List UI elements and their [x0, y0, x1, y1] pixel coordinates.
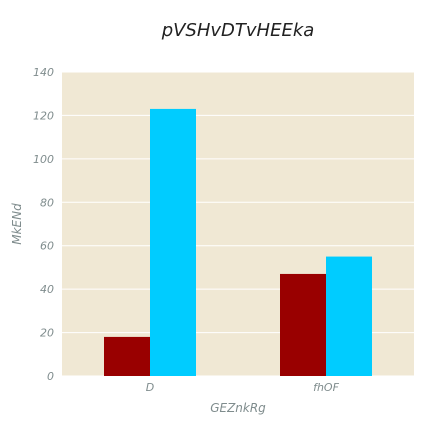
y-tick-label: 120	[33, 109, 54, 122]
bar-D-series-1	[104, 336, 150, 376]
x-axis-label: GEZnkRg	[210, 401, 266, 415]
y-tick-label: 0	[47, 370, 54, 383]
y-tick-label: 80	[40, 196, 54, 209]
y-tick-label: 140	[33, 66, 54, 79]
y-tick-label: 40	[40, 283, 54, 296]
bar-fhOF-series-2	[326, 256, 372, 376]
y-tick-label: 100	[33, 153, 54, 166]
bar-D-series-2	[150, 108, 196, 377]
chart-title: pVSHvDTvHEEka	[161, 20, 315, 41]
bar-fhOF-series-1	[280, 273, 326, 376]
y-tick-labels: 0 20 40 60 80 100 120 140	[33, 66, 54, 383]
bars	[104, 108, 372, 377]
y-axis-label: MkENd	[10, 203, 24, 245]
x-tick-label: D	[146, 381, 154, 394]
y-tick-label: 60	[40, 240, 54, 253]
y-tick-label: 20	[40, 327, 54, 340]
x-tick-label: fhOF	[313, 381, 340, 394]
